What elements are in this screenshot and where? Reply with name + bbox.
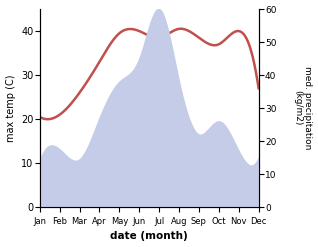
Y-axis label: max temp (C): max temp (C) xyxy=(5,74,16,142)
Y-axis label: med. precipitation
(kg/m2): med. precipitation (kg/m2) xyxy=(293,66,313,150)
X-axis label: date (month): date (month) xyxy=(110,231,188,242)
